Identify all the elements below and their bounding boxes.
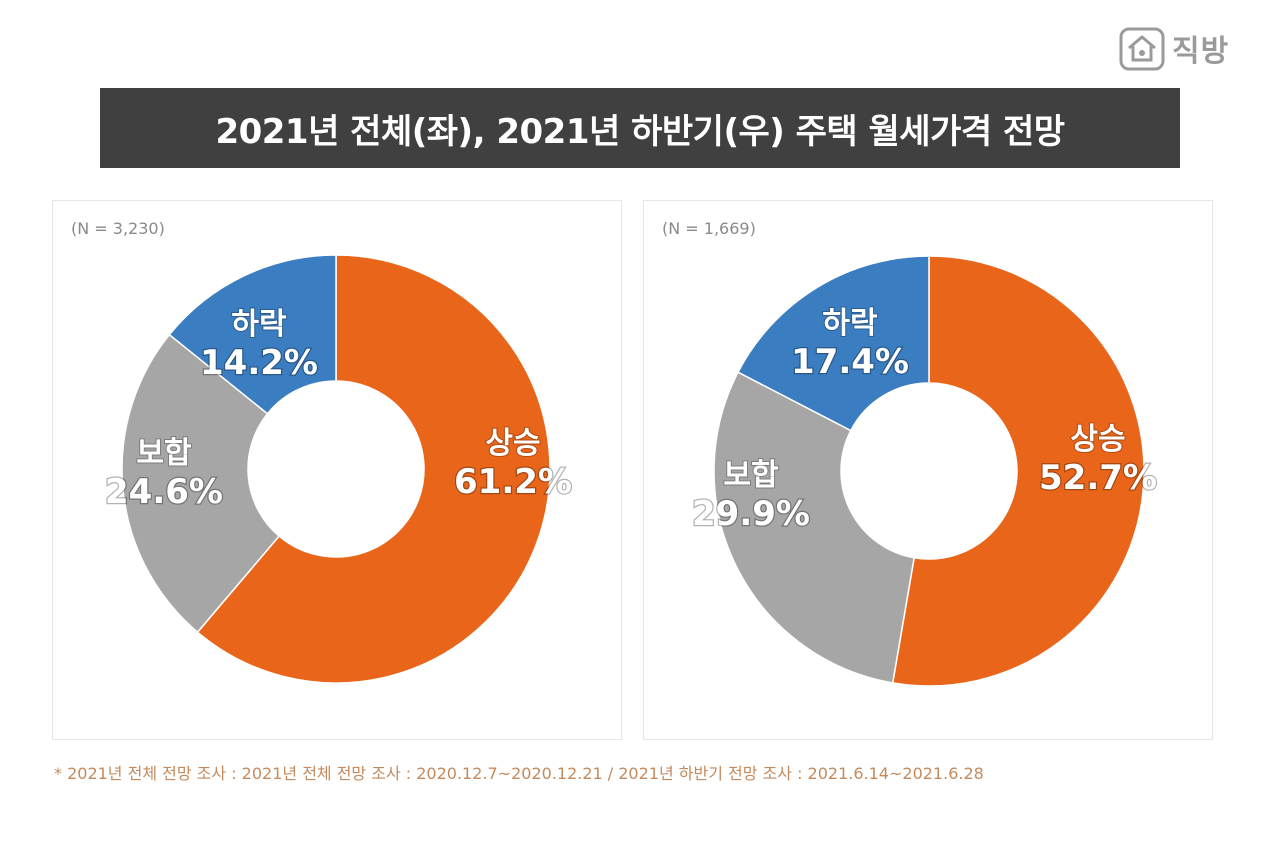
- slice-value-label: 24.6%: [105, 472, 223, 512]
- page-title: 2021년 전체(좌), 2021년 하반기(우) 주택 월세가격 전망: [215, 111, 1065, 152]
- footnote: * 2021년 전체 전망 조사 : 2021년 전체 전망 조사 : 2020…: [54, 764, 984, 783]
- chart-panel-left: (N = 3,230) 상승 61.2% 보합 24.6% 하락 14.2%: [52, 200, 622, 740]
- slice-value-label: 52.7%: [1039, 458, 1157, 498]
- sample-size-label: (N = 3,230): [71, 219, 165, 238]
- chart-panel-right: (N = 1,669) 상승 52.7% 보합 29.9% 하락 17.4%: [643, 200, 1213, 740]
- slice-category-label: 상승: [485, 426, 540, 461]
- title-bar: 2021년 전체(좌), 2021년 하반기(우) 주택 월세가격 전망: [100, 88, 1180, 168]
- slice-hold: [121, 333, 281, 634]
- slice-value-label: 61.2%: [454, 462, 572, 502]
- slice-value-label: 17.4%: [791, 342, 909, 382]
- sample-size-label: (N = 1,669): [662, 219, 756, 238]
- slice-up: [891, 255, 1145, 687]
- brand-logo: 직방: [1118, 24, 1229, 72]
- slice-category-label: 하락: [822, 306, 878, 341]
- logo-text: 직방: [1172, 34, 1230, 69]
- slice-down: [737, 255, 930, 432]
- house-icon: [1119, 27, 1165, 71]
- slice-up: [196, 254, 551, 684]
- slice-value-label: 14.2%: [200, 343, 318, 383]
- slice-category-label: 보합: [136, 436, 192, 471]
- slice-category-label: 보합: [723, 458, 779, 493]
- slice-hold: [713, 371, 916, 684]
- slice-value-label: 29.9%: [692, 494, 810, 534]
- slice-down: [168, 254, 337, 415]
- slice-category-label: 상승: [1070, 422, 1125, 457]
- slice-category-label: 하락: [231, 307, 287, 342]
